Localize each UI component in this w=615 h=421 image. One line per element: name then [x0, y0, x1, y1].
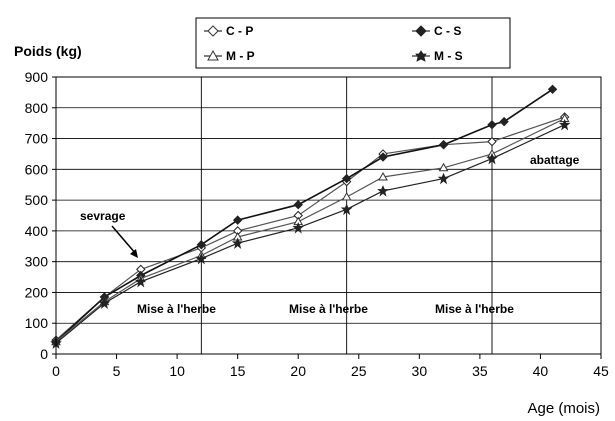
- legend-marker-m-s: [415, 50, 427, 62]
- point-m-s-9: [486, 152, 498, 165]
- y-tick-labels: 0 100 200 300 400 500 600 700 800 900: [25, 69, 49, 362]
- y-tick-label-900: 900: [25, 69, 49, 85]
- annotation-sevrage-arrow: [111, 225, 137, 255]
- legend-entry-c-p: C - P: [204, 24, 253, 38]
- x-tick-label-15: 15: [230, 363, 246, 379]
- point-m-s-6: [340, 203, 353, 216]
- point-c-s-3: [196, 240, 207, 250]
- point-m-p-7: [378, 172, 388, 181]
- annotation-sevrage: sevrage: [80, 209, 126, 223]
- point-m-s-2: [134, 275, 147, 288]
- x-tick-label-20: 20: [290, 363, 306, 379]
- annotation-mise-herbe-2: Mise à l'herbe: [289, 302, 368, 316]
- y-tick-label-300: 300: [25, 254, 49, 270]
- x-tick-label-45: 45: [593, 363, 609, 379]
- point-c-s-9: [487, 119, 497, 130]
- x-tick-labels: 0 5 10 15 20 25 30 35 40 45: [52, 363, 609, 379]
- legend-label-c-p: C - P: [226, 24, 253, 38]
- x-tick-label-30: 30: [412, 363, 428, 379]
- legend-label-m-p: M - P: [226, 49, 255, 63]
- legend-entry-m-p: M - P: [204, 49, 255, 63]
- annotations: sevrage abattage Mise à l'herbe Mise à l…: [80, 153, 580, 316]
- annotation-mise-herbe-1: Mise à l'herbe: [137, 302, 216, 316]
- y-axis-title: Poids (kg): [14, 43, 82, 59]
- point-m-p-6: [341, 192, 352, 201]
- plot-frame: [55, 76, 602, 355]
- y-tick-label-500: 500: [25, 192, 49, 208]
- x-tick-label-40: 40: [533, 363, 549, 379]
- x-tick-label-35: 35: [472, 363, 488, 379]
- annotation-mise-herbe-3: Mise à l'herbe: [435, 302, 514, 316]
- point-c-s-5: [293, 200, 303, 210]
- y-tick-label-200: 200: [25, 284, 49, 300]
- x-axis-title: Age (mois): [527, 400, 600, 417]
- point-m-s-5: [292, 222, 305, 234]
- point-c-s-10: [499, 116, 509, 127]
- point-m-s-7: [377, 185, 389, 197]
- series-m-s: [50, 118, 571, 350]
- legend-marker-m-p: [207, 49, 219, 61]
- series-c-s: [51, 84, 558, 347]
- point-m-s-8: [437, 172, 450, 185]
- point-m-s-10: [558, 118, 571, 131]
- legend-label-m-s: M - S: [434, 49, 463, 63]
- legend-entry-c-s: C - S: [412, 24, 461, 38]
- point-m-s-1: [98, 297, 111, 310]
- annotation-sevrage-arrowhead: [130, 249, 138, 258]
- x-tick-label-25: 25: [351, 363, 367, 379]
- series-group: [50, 84, 571, 350]
- annotation-abattage: abattage: [530, 153, 580, 167]
- point-c-p-9: [487, 136, 497, 147]
- y-tick-label-700: 700: [25, 131, 49, 147]
- point-m-s-3: [195, 252, 208, 265]
- point-c-s-8: [438, 140, 449, 150]
- point-m-s-4: [231, 237, 244, 250]
- legend-entry-m-s: M - S: [412, 49, 463, 63]
- y-tick-label-800: 800: [25, 100, 49, 116]
- y-tick-label-0: 0: [40, 346, 48, 362]
- legend-marker-c-s: [415, 25, 427, 37]
- y-tick-label-600: 600: [25, 161, 49, 177]
- x-tick-label-5: 5: [113, 363, 121, 379]
- point-c-s-7: [378, 152, 388, 162]
- y-tick-label-400: 400: [25, 223, 49, 239]
- x-tick-label-10: 10: [169, 363, 185, 379]
- legend-box: [195, 17, 511, 69]
- legend-marker-c-p: [207, 25, 219, 37]
- point-m-p-8: [438, 162, 449, 172]
- axes: [52, 76, 602, 359]
- x-tick-label-0: 0: [52, 363, 60, 379]
- legend-label-c-s: C - S: [434, 24, 461, 38]
- point-c-s-11: [547, 84, 558, 95]
- y-tick-label-100: 100: [25, 315, 49, 331]
- point-c-s-6: [341, 173, 352, 184]
- legend: C - P C - S M - P M - S: [195, 17, 511, 69]
- point-c-s-4: [232, 215, 243, 225]
